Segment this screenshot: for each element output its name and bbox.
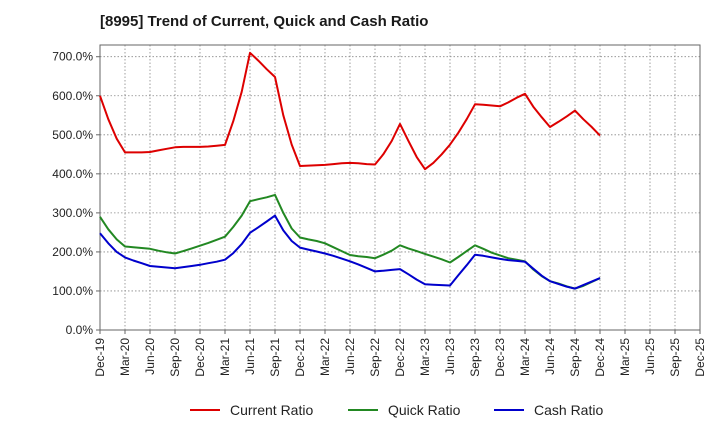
x-tick-label: Mar-20 — [118, 338, 132, 376]
legend-label-cash-ratio: Cash Ratio — [534, 402, 603, 418]
x-tick-label: Sep-24 — [568, 338, 582, 377]
x-tick-label: Dec-20 — [193, 338, 207, 377]
x-tick-label: Jun-25 — [643, 338, 657, 375]
x-tick-label: Jun-20 — [143, 338, 157, 375]
y-tick-label: 200.0% — [52, 245, 93, 259]
x-tick-label: Sep-21 — [268, 338, 282, 377]
y-tick-label: 400.0% — [52, 167, 93, 181]
y-tick-label: 500.0% — [52, 128, 93, 142]
x-tick-label: Dec-21 — [293, 338, 307, 377]
y-tick-label: 300.0% — [52, 206, 93, 220]
y-tick-label: 700.0% — [52, 50, 93, 64]
x-tick-label: Sep-20 — [168, 338, 182, 377]
x-tick-label: Jun-23 — [443, 338, 457, 375]
x-tick-label: Jun-21 — [243, 338, 257, 375]
series-line-quick-ratio — [99, 193, 601, 290]
legend-label-quick-ratio: Quick Ratio — [388, 402, 461, 418]
x-tick-label: Sep-22 — [368, 338, 382, 377]
y-tick-label: 100.0% — [52, 284, 93, 298]
x-tick-label: Dec-25 — [693, 338, 707, 377]
y-tick-label: 0.0% — [66, 323, 94, 337]
x-tick-label: Mar-21 — [218, 338, 232, 376]
series-line-current-ratio — [99, 51, 601, 171]
x-tick-label: Mar-25 — [618, 338, 632, 376]
x-tick-label: Jun-24 — [543, 338, 557, 375]
series-line-cash-ratio — [99, 214, 601, 290]
chart-title: [8995] Trend of Current, Quick and Cash … — [100, 13, 429, 30]
y-tick-label: 600.0% — [52, 89, 93, 103]
x-tick-label: Dec-22 — [393, 338, 407, 377]
x-tick-label: Mar-22 — [318, 338, 332, 376]
x-tick-label: Mar-23 — [418, 338, 432, 376]
x-tick-label: Dec-19 — [93, 338, 107, 377]
x-tick-label: Dec-24 — [593, 338, 607, 377]
x-tick-label: Sep-23 — [468, 338, 482, 377]
x-tick-label: Dec-23 — [493, 338, 507, 377]
x-tick-label: Jun-22 — [343, 338, 357, 375]
x-tick-label: Sep-25 — [668, 338, 682, 377]
legend-label-current-ratio: Current Ratio — [230, 402, 313, 418]
x-tick-label: Mar-24 — [518, 338, 532, 376]
